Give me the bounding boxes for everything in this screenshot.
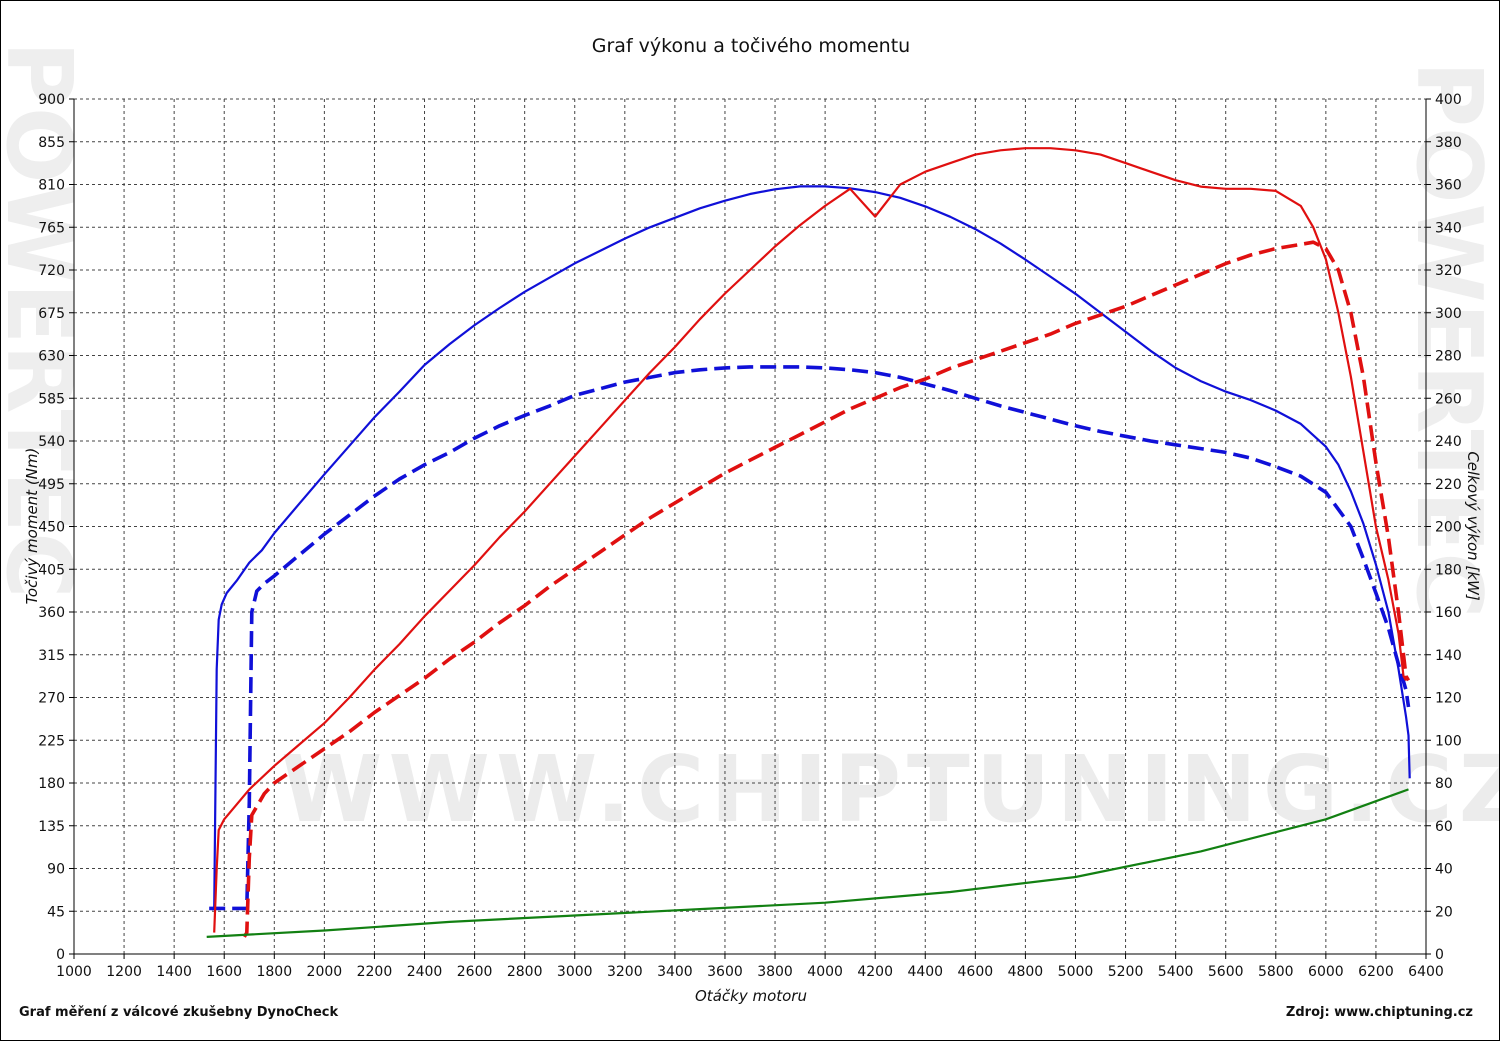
y-left-tick-label: 540: [38, 434, 65, 450]
y-right-tick-label: 240: [1435, 434, 1462, 450]
y-right-tick-label: 380: [1435, 135, 1462, 151]
y-left-tick-label: 0: [56, 947, 65, 963]
y-right-tick-label: 340: [1435, 220, 1462, 236]
x-tick-label: 1200: [106, 964, 142, 980]
x-tick-label: 6200: [1358, 964, 1394, 980]
y-left-tick-label: 225: [38, 733, 65, 749]
footer-source-label: Graf měření z válcové zkušebny DynoCheck: [19, 1005, 339, 1020]
x-tick-label: 3800: [757, 964, 793, 980]
x-tick-label: 2200: [357, 964, 393, 980]
footer-url: Zdroj: www.chiptuning.cz: [1285, 1005, 1473, 1020]
y-left-tick-label: 720: [38, 263, 65, 279]
x-tick-label: 1800: [256, 964, 292, 980]
y-right-tick-label: 60: [1435, 819, 1453, 835]
y-axis-left-label: Točivý moment (Nm): [23, 448, 41, 605]
y-right-tick-label: 300: [1435, 306, 1462, 322]
x-tick-label: 5600: [1208, 964, 1244, 980]
y-right-tick-label: 160: [1435, 605, 1462, 621]
x-axis-label: Otáčky motoru: [695, 987, 807, 1005]
tick-labels: 1000 1200 1400 1600 1800 2000 2200 2400 2600 2800…: [38, 92, 1461, 980]
y-right-tick-label: 80: [1435, 776, 1453, 792]
x-tick-label: 1000: [56, 964, 92, 980]
y-right-tick-label: 280: [1435, 349, 1462, 365]
y-right-tick-label: 260: [1435, 391, 1462, 407]
y-right-tick-label: 140: [1435, 648, 1462, 664]
y-left-tick-label: 450: [38, 520, 65, 536]
x-tick-label: 4600: [958, 964, 994, 980]
x-tick-label: 2800: [507, 964, 543, 980]
y-left-tick-label: 360: [38, 605, 65, 621]
y-right-tick-label: 40: [1435, 862, 1453, 878]
y-right-tick-label: 200: [1435, 520, 1462, 536]
y-left-tick-label: 585: [38, 391, 65, 407]
series-torque-tuned: [211, 185, 1411, 911]
y-left-tick-label: 630: [38, 349, 65, 365]
x-tick-label: 5200: [1108, 964, 1144, 980]
x-tick-label: 2000: [307, 964, 343, 980]
y-left-tick-label: 810: [38, 178, 65, 194]
x-tick-label: 5800: [1258, 964, 1294, 980]
y-right-tick-label: 180: [1435, 562, 1462, 578]
x-tick-label: 3600: [707, 964, 743, 980]
x-tick-label: 1600: [206, 964, 242, 980]
x-tick-label: 6000: [1308, 964, 1344, 980]
x-tick-label: 4000: [807, 964, 843, 980]
y-axis-right-label: Celkový výkon [kW]: [1464, 451, 1482, 601]
x-tick-label: 6400: [1408, 964, 1444, 980]
x-tick-label: 3400: [657, 964, 693, 980]
x-tick-label: 2400: [407, 964, 443, 980]
y-right-tick-label: 220: [1435, 477, 1462, 493]
chart-title: Graf výkonu a točivého momentu: [591, 35, 911, 57]
y-left-tick-label: 855: [38, 135, 65, 151]
x-tick-label: 5400: [1158, 964, 1194, 980]
x-tick-label: 3000: [557, 964, 593, 980]
x-tick-label: 4400: [907, 964, 943, 980]
x-tick-label: 3200: [607, 964, 643, 980]
y-left-tick-label: 90: [47, 862, 65, 878]
y-left-tick-label: 675: [38, 306, 65, 322]
x-tick-label: 4200: [857, 964, 893, 980]
series-power-loss: [206, 788, 1409, 938]
grid: [74, 98, 1427, 954]
y-right-tick-label: 120: [1435, 691, 1462, 707]
y-left-tick-label: 765: [38, 220, 65, 236]
y-left-tick-label: 405: [38, 562, 65, 578]
x-tick-label: 4800: [1008, 964, 1044, 980]
y-right-tick-label: 400: [1435, 92, 1462, 108]
y-left-tick-label: 180: [38, 776, 65, 792]
watermark-url: WWW.CHIPTUNING.CZ: [281, 736, 1500, 843]
y-left-tick-label: 270: [38, 691, 65, 707]
y-right-tick-label: 20: [1435, 904, 1453, 920]
y-left-tick-label: 900: [38, 92, 65, 108]
x-tick-label: 2600: [457, 964, 493, 980]
series-torque-stock: [209, 365, 1411, 911]
y-left-tick-label: 135: [38, 819, 65, 835]
y-left-tick-label: 495: [38, 477, 65, 493]
y-right-tick-label: 100: [1435, 733, 1462, 749]
series-power-stock: [242, 240, 1411, 938]
y-left-tick-label: 45: [47, 904, 65, 920]
axes: [69, 98, 1431, 959]
y-right-tick-label: 0: [1435, 947, 1444, 963]
x-tick-label: 1400: [156, 964, 192, 980]
x-tick-label: 5000: [1058, 964, 1094, 980]
y-right-tick-label: 360: [1435, 178, 1462, 194]
series-power-tuned: [213, 147, 1407, 933]
y-left-tick-label: 315: [38, 648, 65, 664]
series-lines: [206, 147, 1411, 938]
y-right-tick-label: 320: [1435, 263, 1462, 279]
